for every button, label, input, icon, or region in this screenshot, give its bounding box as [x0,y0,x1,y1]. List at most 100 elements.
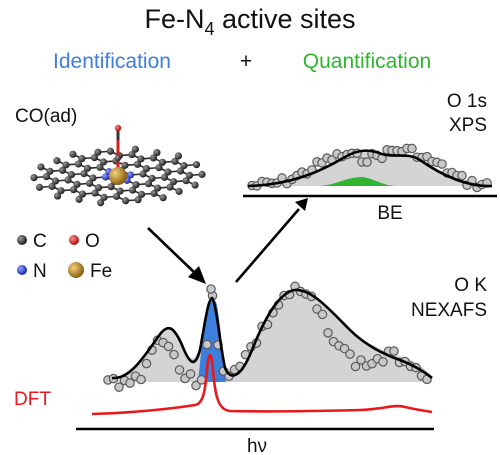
carbon-atom [128,186,137,194]
atom-legend: C O N Fe [17,231,112,282]
nitrogen-atom [101,173,110,181]
carbon-atom [182,177,190,185]
nexafs-data-point [202,339,212,350]
carbon-atom [198,170,206,178]
nexafs-data-point [378,357,388,367]
carbon-atom [192,161,201,169]
carbon-atom [74,160,83,168]
co-ad-label: CO(ad) [15,106,77,127]
oxygen-legend-icon [69,235,79,245]
carbon-atom [75,195,83,203]
nexafs-data-point [185,369,196,379]
legend-label-fe: Fe [90,261,112,282]
adsorbate-carbon-atom [114,154,122,162]
carbon-atom [169,178,178,186]
carbon-atom [142,165,151,173]
xps-data-point [457,170,467,181]
dft-curve [91,353,433,416]
carbon-atom [42,173,51,181]
carbon-atom [53,157,61,165]
arrow-head-up [295,198,308,211]
adsorbate-oxygen-atom [114,124,122,132]
iron-legend-icon [68,262,84,278]
legend-label-o: O [85,231,100,252]
identification-label: Identification [53,50,171,73]
nexafs-data-point [350,361,361,372]
legend-label-c: C [33,231,47,252]
carbon-atom [58,166,67,174]
dft-label: DFT [14,389,51,410]
carbon-atom [94,184,103,192]
nexafs-data-point [163,341,174,352]
nexafs-data-point [114,382,124,392]
carbon-atom [94,148,102,156]
molecule-atoms [30,124,206,207]
carbon-atom [46,167,54,175]
carbon-atom [137,190,146,198]
carbon-atom [112,192,121,200]
nexafs-data-point [136,374,146,385]
carbon-atom [159,194,167,202]
iron-atom [109,167,127,185]
carbon-atom [100,193,108,201]
carbon-atom [164,168,172,176]
arrow-head-down [188,266,206,284]
nexafs-data-point [206,284,216,294]
carbon-atom [191,181,199,189]
xps-data-point [437,159,447,169]
carbon-atom [53,192,62,200]
xps-data-point [362,157,372,167]
carbon-atom [96,163,104,171]
carbon-atom [155,164,163,172]
carbon-atom [153,184,162,192]
carbon-atom [51,177,60,185]
nexafs-fit-curve [111,288,433,380]
carbon-atom [35,183,44,191]
flow-arrows [147,198,308,284]
nexafs-data-point [356,355,366,365]
carbon-atom [89,174,97,182]
xps-green-component [320,177,395,186]
carbon-atom [69,150,77,158]
carbon-atom [78,190,87,198]
carbon-atom [69,186,78,194]
nexafs-data-point [345,349,355,359]
nexafs-axis-label: hν [247,436,267,455]
carbon-atom [64,176,72,184]
title: Fe-N4 active sites [144,4,355,39]
carbon-legend-icon [17,235,27,245]
nexafs-data-point [317,309,328,320]
carbon-atom [176,167,185,175]
carbon-atom [67,171,76,179]
nexafs-data-point [169,349,179,360]
carbon-atom [37,163,45,171]
carbon-atom [80,170,88,178]
carbon-atom [62,161,70,169]
carbon-atom [116,187,124,195]
nexafs-panel: hν O K NEXAFS DFT [14,275,487,455]
carbon-atom [171,157,179,165]
carbon-atom [150,189,158,197]
xps-label-method: XPS [449,115,487,136]
carbon-atom [73,180,81,188]
carbon-atom [175,187,183,195]
arrow-shaft-down [147,227,197,275]
xps-panel: BE O 1s XPS [243,91,497,224]
nexafs-shaded-area [112,288,432,382]
carbon-atom [99,158,108,166]
nexafs-data-point [323,327,333,338]
xps-fit-curve [247,149,493,188]
carbon-atom [174,152,183,160]
nexafs-data-point [141,358,152,369]
carbon-atom [166,183,174,191]
nexafs-data-point [191,380,201,391]
carbon-atom [90,154,99,162]
carbon-atom [128,151,136,159]
xps-axis-label: BE [377,203,402,224]
carbon-atom [78,155,86,163]
carbon-atom [185,171,194,179]
carbon-atom [158,158,167,166]
plus-sign: + [240,50,252,73]
